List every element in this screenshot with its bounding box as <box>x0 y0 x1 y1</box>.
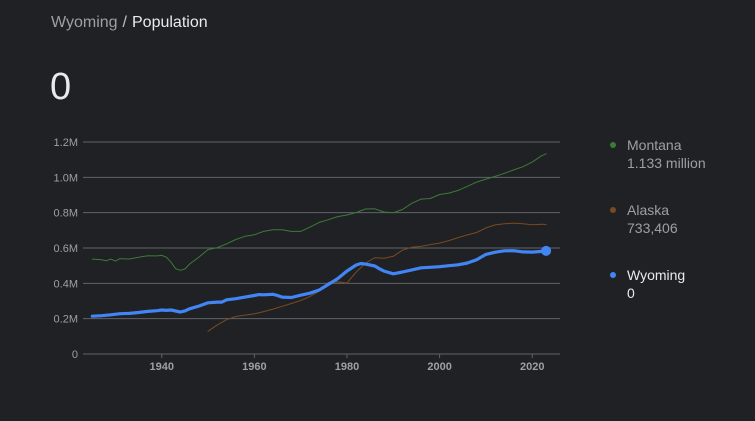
y-tick-label: 1.2M <box>54 137 78 149</box>
y-tick-label: 0.6M <box>54 243 78 255</box>
legend-series-name: Wyoming <box>627 267 686 283</box>
breadcrumb: Wyoming / Population <box>51 13 208 33</box>
headline-value: 0 <box>50 66 72 108</box>
y-tick-label: 0 <box>72 349 78 361</box>
legend-dot <box>610 272 616 278</box>
legend-series-value: 1.133 million <box>627 155 706 171</box>
y-tick-label: 0.2M <box>54 314 78 326</box>
legend-series-value: 733,406 <box>627 220 678 236</box>
legend-series-name: Montana <box>627 137 682 153</box>
legend-series-value: 0 <box>627 285 635 301</box>
series-line-alaska <box>207 222 547 332</box>
x-tick-label: 1940 <box>149 361 173 373</box>
breadcrumb-parent-link[interactable]: Wyoming <box>51 14 118 31</box>
y-tick-label: 0.8M <box>54 208 78 220</box>
series-line-montana <box>91 153 547 271</box>
series-line-wyoming <box>90 249 548 318</box>
x-tick-label: 1960 <box>242 361 266 373</box>
y-tick-label: 0.4M <box>54 278 78 290</box>
series-end-marker-wyoming <box>541 245 552 256</box>
legend-dot <box>610 207 616 213</box>
breadcrumb-current: Population <box>132 14 208 31</box>
y-tick-label: 1.0M <box>54 172 78 184</box>
legend-series-name: Alaska <box>627 202 670 218</box>
legend-dot <box>610 142 616 148</box>
x-tick-label: 2000 <box>427 361 451 373</box>
x-tick-label: 1980 <box>335 361 359 373</box>
breadcrumb-separator: / <box>122 14 127 31</box>
x-tick-label: 2020 <box>520 361 544 373</box>
